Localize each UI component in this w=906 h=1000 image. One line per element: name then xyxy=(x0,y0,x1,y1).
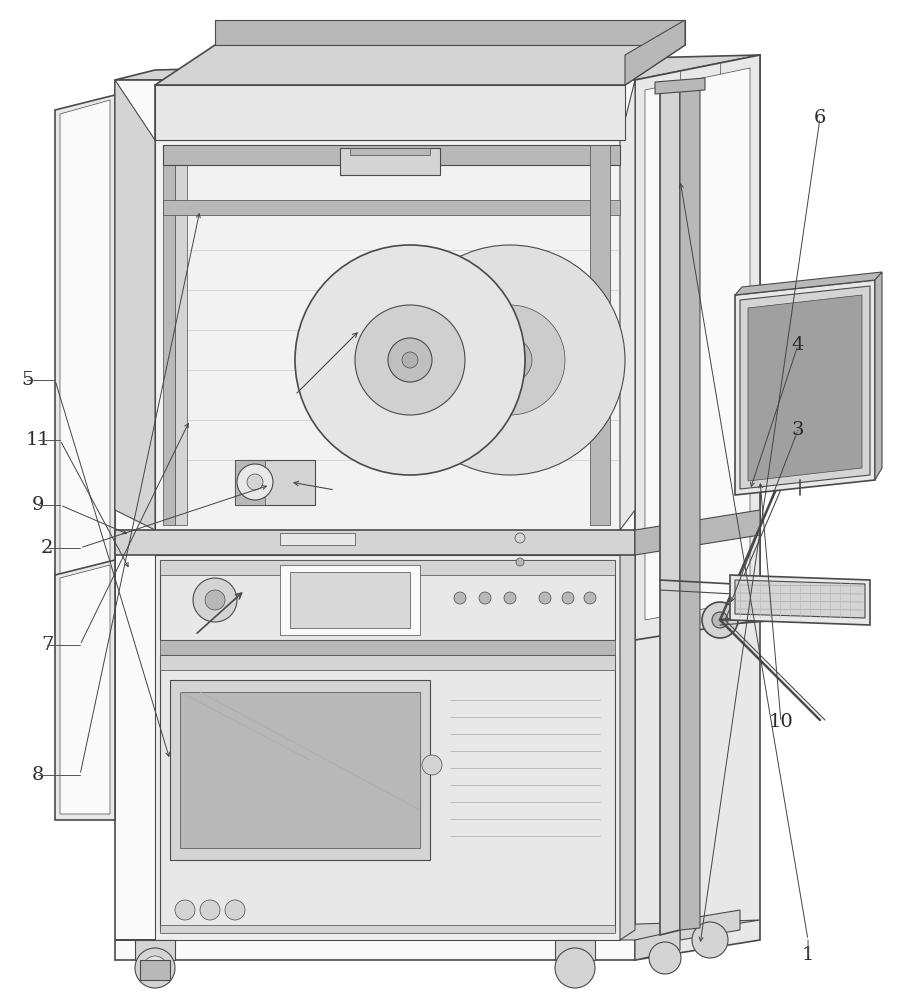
Polygon shape xyxy=(55,560,115,820)
Polygon shape xyxy=(740,286,870,489)
Polygon shape xyxy=(735,272,882,295)
Circle shape xyxy=(247,474,263,490)
Circle shape xyxy=(388,338,432,382)
Polygon shape xyxy=(115,80,155,530)
Polygon shape xyxy=(163,145,175,525)
Polygon shape xyxy=(160,560,615,575)
Circle shape xyxy=(355,305,465,415)
Polygon shape xyxy=(160,655,615,670)
Polygon shape xyxy=(660,86,680,935)
Text: 7: 7 xyxy=(41,636,53,654)
Polygon shape xyxy=(60,100,110,630)
Polygon shape xyxy=(115,920,760,940)
Polygon shape xyxy=(170,680,430,860)
Circle shape xyxy=(562,592,574,604)
Polygon shape xyxy=(115,55,760,80)
Polygon shape xyxy=(350,148,430,155)
Polygon shape xyxy=(735,280,875,495)
Polygon shape xyxy=(635,55,760,640)
Text: 3: 3 xyxy=(791,421,804,439)
Polygon shape xyxy=(625,20,685,85)
Polygon shape xyxy=(135,940,175,960)
Polygon shape xyxy=(140,960,170,980)
Polygon shape xyxy=(180,692,420,848)
Polygon shape xyxy=(115,80,635,960)
Circle shape xyxy=(515,533,525,543)
Circle shape xyxy=(295,245,525,475)
Polygon shape xyxy=(875,272,882,480)
Polygon shape xyxy=(155,555,620,940)
Polygon shape xyxy=(620,80,635,530)
Text: 10: 10 xyxy=(768,713,794,731)
Circle shape xyxy=(539,592,551,604)
Polygon shape xyxy=(645,68,750,620)
Circle shape xyxy=(584,592,596,604)
Text: 1: 1 xyxy=(802,946,814,964)
Text: 6: 6 xyxy=(814,109,826,127)
Polygon shape xyxy=(340,148,440,175)
Text: 4: 4 xyxy=(791,336,804,354)
Polygon shape xyxy=(635,55,760,960)
Circle shape xyxy=(402,352,418,368)
Polygon shape xyxy=(635,510,760,555)
Polygon shape xyxy=(163,200,620,215)
Polygon shape xyxy=(155,85,625,140)
Polygon shape xyxy=(748,295,862,481)
Circle shape xyxy=(143,956,167,980)
Polygon shape xyxy=(160,640,615,655)
Text: 11: 11 xyxy=(25,431,51,449)
Circle shape xyxy=(479,592,491,604)
Polygon shape xyxy=(555,940,595,960)
Circle shape xyxy=(205,590,225,610)
Polygon shape xyxy=(175,145,187,525)
Polygon shape xyxy=(155,85,625,140)
Polygon shape xyxy=(60,565,110,814)
Circle shape xyxy=(454,592,466,604)
Polygon shape xyxy=(655,78,705,94)
Circle shape xyxy=(200,900,220,920)
Polygon shape xyxy=(215,20,685,45)
Text: 2: 2 xyxy=(41,539,53,557)
Polygon shape xyxy=(163,145,620,165)
Polygon shape xyxy=(730,575,870,625)
Circle shape xyxy=(395,245,625,475)
Polygon shape xyxy=(155,140,620,530)
Polygon shape xyxy=(735,580,865,618)
Polygon shape xyxy=(160,655,615,930)
Circle shape xyxy=(692,922,728,958)
Circle shape xyxy=(488,338,532,382)
Polygon shape xyxy=(280,533,355,545)
Polygon shape xyxy=(590,145,610,525)
Polygon shape xyxy=(635,930,680,960)
Circle shape xyxy=(175,900,195,920)
Circle shape xyxy=(225,900,245,920)
Polygon shape xyxy=(115,530,635,555)
Text: 9: 9 xyxy=(32,496,44,514)
Polygon shape xyxy=(680,910,740,940)
Polygon shape xyxy=(55,95,115,640)
Polygon shape xyxy=(235,460,315,505)
Polygon shape xyxy=(155,45,685,85)
Circle shape xyxy=(422,755,442,775)
Polygon shape xyxy=(620,530,635,940)
Text: 5: 5 xyxy=(21,371,34,389)
Circle shape xyxy=(193,578,237,622)
Polygon shape xyxy=(290,572,410,628)
Text: 8: 8 xyxy=(32,766,44,784)
Circle shape xyxy=(237,464,273,500)
Circle shape xyxy=(649,942,681,974)
Polygon shape xyxy=(680,82,700,930)
Circle shape xyxy=(555,948,595,988)
Circle shape xyxy=(712,612,728,628)
Circle shape xyxy=(135,948,175,988)
Circle shape xyxy=(516,558,524,566)
Polygon shape xyxy=(235,460,265,505)
Circle shape xyxy=(702,602,738,638)
Polygon shape xyxy=(160,925,615,933)
Polygon shape xyxy=(160,560,615,640)
Polygon shape xyxy=(280,565,420,635)
Circle shape xyxy=(504,592,516,604)
Circle shape xyxy=(455,305,565,415)
